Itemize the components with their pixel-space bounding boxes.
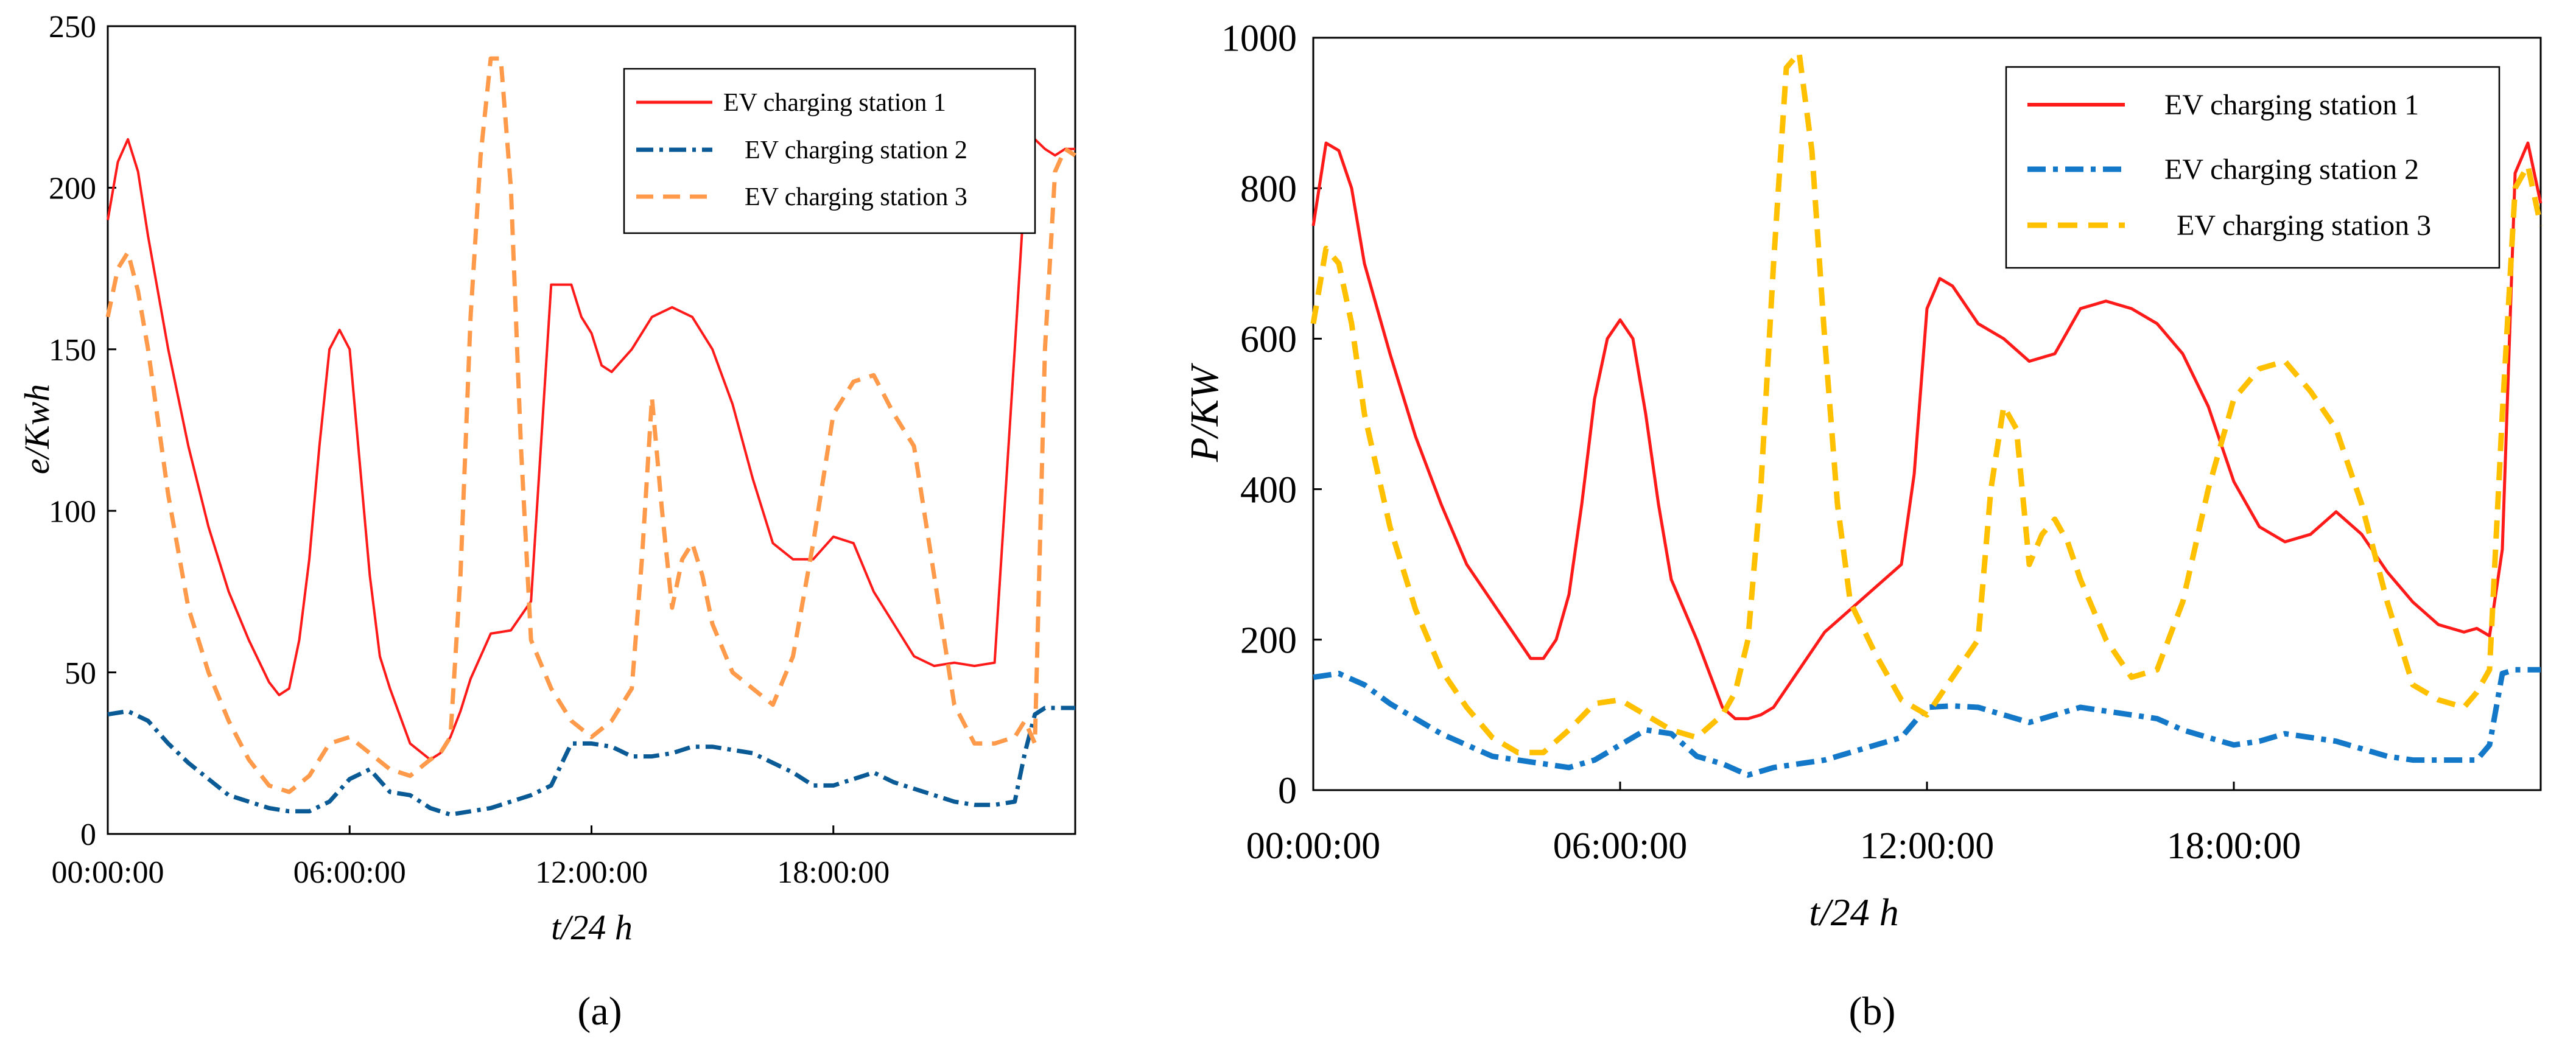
legend-label-b-2: EV charging station 2 (2164, 153, 2419, 186)
y-ticks-b: 0 200 400 600 800 1000 (1221, 18, 1322, 812)
x-ticks-b: 00:00:00 06:00:00 12:00:00 18:00:00 (1246, 782, 2301, 867)
chart-panel-a: 0 50 100 150 200 250 00:00:00 06:00:00 12:00:00… (17, 10, 1076, 947)
series-line-b-1 (1311, 141, 2543, 721)
y-tick-label-a-2: 100 (49, 494, 96, 529)
series-line-b-2 (1313, 667, 2541, 778)
caption-a: (a) (577, 989, 622, 1034)
y-tick-label-b-3: 600 (1240, 319, 1297, 360)
y-tick-label-b-0: 0 (1278, 771, 1297, 812)
legend-label-a-3: EV charging station 3 (745, 183, 967, 211)
y-axis-label-a: e/Kwh (17, 384, 57, 474)
y-axis-label-b: P/KW (1182, 363, 1227, 463)
legend-a: EV charging station 1 EV charging statio… (623, 68, 1036, 234)
y-tick-label-a-5: 250 (49, 10, 96, 44)
series-line-a-1 (107, 138, 1075, 761)
x-tick-label-b-1: 06:00:00 (1553, 825, 1687, 867)
legend-label-a-1: EV charging station 1 (723, 89, 946, 117)
series-line-b-3 (1310, 50, 2544, 755)
chart-panel-b: 0 200 400 600 800 1000 00:00:00 06:00:00 12:00:… (1182, 18, 2544, 934)
y-ticks-a: 0 50 100 150 200 250 (49, 10, 116, 852)
x-tick-label-a-2: 12:00:00 (535, 855, 648, 890)
x-tick-label-a-0: 00:00:00 (52, 855, 164, 890)
caption-b: (b) (1849, 989, 1896, 1034)
x-tick-label-b-3: 18:00:00 (2167, 825, 2301, 867)
y-tick-label-b-2: 400 (1240, 469, 1297, 511)
y-tick-label-a-4: 200 (49, 172, 96, 206)
y-tick-label-b-1: 200 (1240, 620, 1297, 662)
y-tick-label-a-1: 50 (65, 656, 96, 691)
x-ticks-a: 00:00:00 06:00:00 12:00:00 18:00:00 (52, 825, 890, 890)
legend-box-b (2005, 66, 2501, 269)
x-tick-label-b-0: 00:00:00 (1246, 825, 1380, 867)
legend-b: EV charging station 1 EV charging statio… (2005, 66, 2501, 269)
y-tick-label-b-4: 800 (1240, 169, 1297, 210)
y-tick-label-a-3: 150 (49, 333, 96, 368)
y-tick-label-a-0: 0 (80, 818, 96, 852)
legend-label-b-3: EV charging station 3 (2177, 209, 2431, 242)
series-lines-b (1310, 50, 2544, 778)
x-axis-label-a: t/24 h (551, 908, 633, 947)
x-tick-label-a-1: 06:00:00 (293, 855, 406, 890)
y-tick-label-b-5: 1000 (1221, 18, 1297, 60)
series-lines-a (105, 56, 1076, 817)
legend-label-a-2: EV charging station 2 (745, 136, 967, 164)
x-tick-label-b-2: 12:00:00 (1860, 825, 1994, 867)
x-tick-label-a-3: 18:00:00 (777, 855, 890, 890)
legend-label-b-1: EV charging station 1 (2164, 89, 2419, 121)
x-axis-label-b: t/24 h (1809, 891, 1899, 934)
series-line-a-2 (107, 706, 1075, 817)
series-line-a-3 (105, 56, 1076, 794)
